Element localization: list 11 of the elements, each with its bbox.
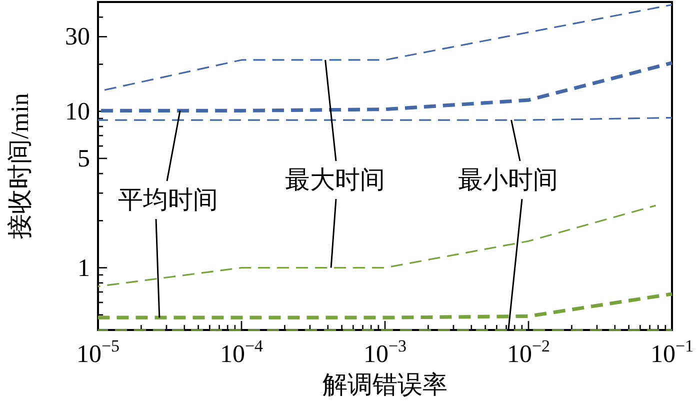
y-axis-title: 接收时间/min <box>6 92 34 239</box>
x-axis-title: 解调错误率 <box>322 371 448 399</box>
x-tick-label: 10$^{−5}$ <box>76 336 120 368</box>
x-tick-label: 10$^{−1}$ <box>650 336 694 368</box>
y-tick-label: 10 <box>65 98 90 125</box>
y-tick-label: 30 <box>65 23 90 50</box>
x-tick-label: 10$^{−3}$ <box>363 336 407 368</box>
x-tick-label: 10$^{−2}$ <box>506 336 550 368</box>
y-tick-label: 5 <box>78 144 90 172</box>
y-tick-label: 1 <box>78 254 90 282</box>
x-tick-label: 10$^{−4}$ <box>220 336 264 368</box>
